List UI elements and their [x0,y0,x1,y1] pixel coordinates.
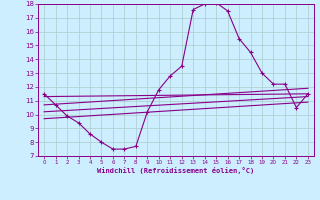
X-axis label: Windchill (Refroidissement éolien,°C): Windchill (Refroidissement éolien,°C) [97,167,255,174]
